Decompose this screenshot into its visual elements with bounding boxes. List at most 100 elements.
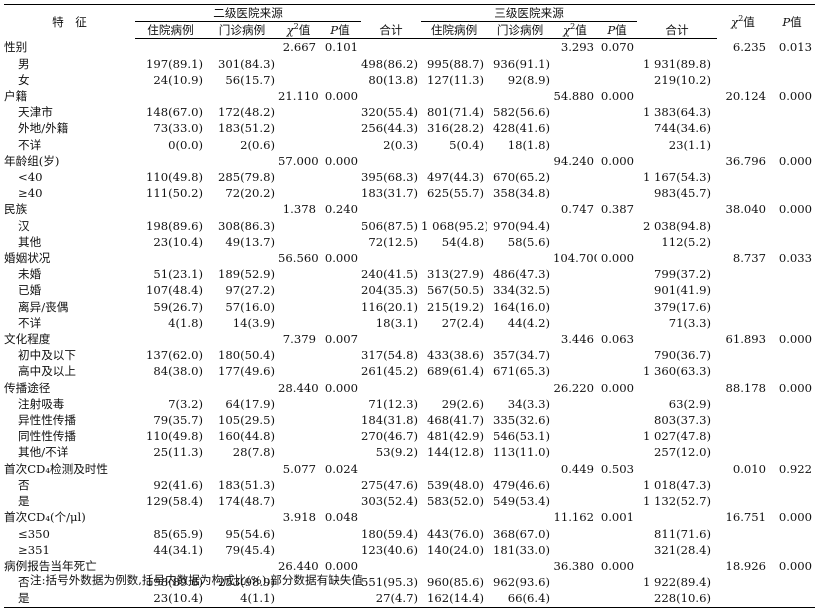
- cell-c7: 335(32.6): [493, 413, 551, 428]
- cell-c10: 379(17.6): [654, 299, 712, 314]
- cell-c7: 368(67.0): [493, 526, 551, 541]
- cell-c2: 160(44.8): [218, 429, 275, 444]
- cell-c11: [717, 299, 769, 315]
- cell-c8: [553, 396, 597, 412]
- subcategory-row: 异性性传播 79(35.7) 105(29.5) 184(31.8) 468(41.7)…: [4, 412, 815, 428]
- cell-c2: 183(51.2): [218, 121, 275, 136]
- cell-c4: [319, 120, 361, 136]
- cell-c9: 0.000: [600, 251, 635, 266]
- category-row: 首次CD₄检测及时性 5.077 0.024 0.449 0.503 0.010 0.922: [4, 461, 815, 477]
- cell-c8: 104.700: [553, 251, 598, 266]
- cell-c9: 0.000: [600, 558, 635, 573]
- cell-c1: [135, 331, 206, 347]
- cell-c6: [421, 153, 487, 169]
- cell-c6: [421, 201, 487, 217]
- cell-c12: 0.000: [778, 202, 813, 217]
- cell-c6: 995(88.7): [427, 56, 485, 71]
- cell-c8: 11.162: [553, 510, 595, 525]
- cell-c11: 18.926: [725, 558, 767, 573]
- cell-c5: 240(41.5): [361, 267, 419, 282]
- cell-c12: 0.000: [778, 510, 813, 525]
- subcategory-row: 不详 4(1.8) 14(3.9) 18(3.1) 27(2.4) 44(4.2) 71(3…: [4, 315, 815, 331]
- cell-c1: 85(65.9): [153, 526, 203, 541]
- inpatient-header: 住院病例: [421, 21, 488, 40]
- cell-c11: 36.796: [725, 153, 767, 168]
- subcategory-row: 注射吸毒 7(3.2) 64(17.9) 71(12.3) 29(2.6) 34(3.3)…: [4, 396, 815, 412]
- cell-c7: [487, 250, 553, 266]
- cell-c1: 7(3.2): [168, 396, 203, 411]
- cell-c2: 105(29.5): [218, 413, 275, 428]
- cell-c3: 21.110: [278, 89, 319, 104]
- cell-c12: [769, 444, 815, 460]
- cell-c4: [319, 72, 361, 88]
- cell-c7: [487, 461, 553, 477]
- cell-c11: [717, 412, 769, 428]
- cell-c5: 180(59.4): [361, 526, 419, 541]
- cell-c4: [319, 526, 361, 542]
- cell-c7: 582(56.6): [493, 105, 551, 120]
- cell-c3: [278, 477, 319, 493]
- cell-c5: 395(68.3): [361, 170, 419, 185]
- cell-c2: 174(48.7): [218, 494, 275, 509]
- cell-c4: [319, 444, 361, 460]
- cell-c9: [597, 428, 637, 444]
- cell-c8: [553, 104, 597, 120]
- cell-c7: [487, 380, 553, 396]
- cell-c7: [487, 201, 553, 217]
- cell-c7: 357(34.7): [493, 348, 551, 363]
- cell-c6: 801(71.4): [427, 105, 485, 120]
- subcategory-row: ≤350 85(65.9) 95(54.6) 180(59.4) 443(76.0) 36…: [4, 526, 815, 542]
- cell-c4: 0.240: [324, 202, 359, 217]
- cell-c3: [278, 266, 319, 282]
- cell-c3: 3.918: [282, 510, 316, 525]
- cell-c2: 79(45.4): [225, 542, 275, 557]
- cell-c7: [487, 509, 553, 525]
- row-label: 否: [18, 477, 30, 492]
- cell-c3: [278, 137, 319, 153]
- row-label: 首次CD₄检测及时性: [4, 461, 108, 476]
- document-page: 特 征 二级医院来源 三级医院来源 χ2值 P值 住院病例 门诊病例 χ2值 P…: [4, 3, 816, 608]
- cell-c5: 506(87.5): [361, 218, 419, 233]
- cell-c9: [597, 266, 637, 282]
- cell-c2: 95(54.6): [225, 526, 275, 541]
- subcategory-row: ≥351 44(34.1) 79(45.4) 123(40.6) 140(24.0) 18…: [4, 542, 815, 558]
- cell-c8: [553, 299, 597, 315]
- cell-c9: [597, 120, 637, 136]
- subcategory-row: 其他/不详 25(11.3) 28(7.8) 53(9.2) 144(12.8) 113(…: [4, 444, 815, 460]
- subcategory-row: 否 92(41.6) 183(51.3) 275(47.6) 539(48.0) 479(…: [4, 477, 815, 493]
- cell-c9: [597, 477, 637, 493]
- cell-c12: [769, 542, 815, 558]
- cell-c5: 261(45.2): [361, 364, 419, 379]
- cell-c12: [769, 477, 815, 493]
- cell-c6: 316(28.2): [427, 121, 485, 136]
- cell-c12: 0.000: [778, 89, 813, 104]
- cell-c5: 317(54.8): [361, 348, 419, 363]
- cell-c7: 164(16.0): [493, 299, 551, 314]
- cell-c12: 0.033: [778, 251, 813, 266]
- cell-c12: [769, 347, 815, 363]
- cell-c10: [637, 331, 717, 347]
- cell-c8: 54.880: [553, 89, 595, 104]
- cell-c2: 285(79.8): [218, 170, 275, 185]
- cell-c12: [769, 526, 815, 542]
- subcategory-row: 外地/外籍 73(33.0) 183(51.2) 256(44.3) 316(28.2)…: [4, 120, 815, 136]
- cell-c12: [769, 185, 815, 201]
- cell-c12: [769, 315, 815, 331]
- row-label: 病例报告当年死亡: [4, 558, 97, 573]
- cell-c5: 80(13.8): [368, 72, 419, 87]
- cell-c8: [553, 185, 597, 201]
- row-label: 传播途径: [4, 380, 51, 395]
- cell-c5: [361, 153, 421, 169]
- cell-c11: [717, 396, 769, 412]
- row-label: 天津市: [18, 105, 53, 120]
- subcategory-row: <40 110(49.8) 285(79.8) 395(68.3) 497(44.3) 6…: [4, 169, 815, 185]
- cell-c3: 5.077: [282, 461, 316, 476]
- cell-c1: [135, 39, 206, 56]
- cell-c9: 0.000: [600, 89, 635, 104]
- cell-c9: 0.063: [600, 332, 635, 347]
- cell-c3: [278, 72, 319, 88]
- cell-c2: [206, 39, 278, 56]
- cell-c6: 1 068(95.2): [421, 218, 488, 233]
- cell-c6: [421, 88, 487, 104]
- cell-c10: 219(10.2): [654, 72, 712, 87]
